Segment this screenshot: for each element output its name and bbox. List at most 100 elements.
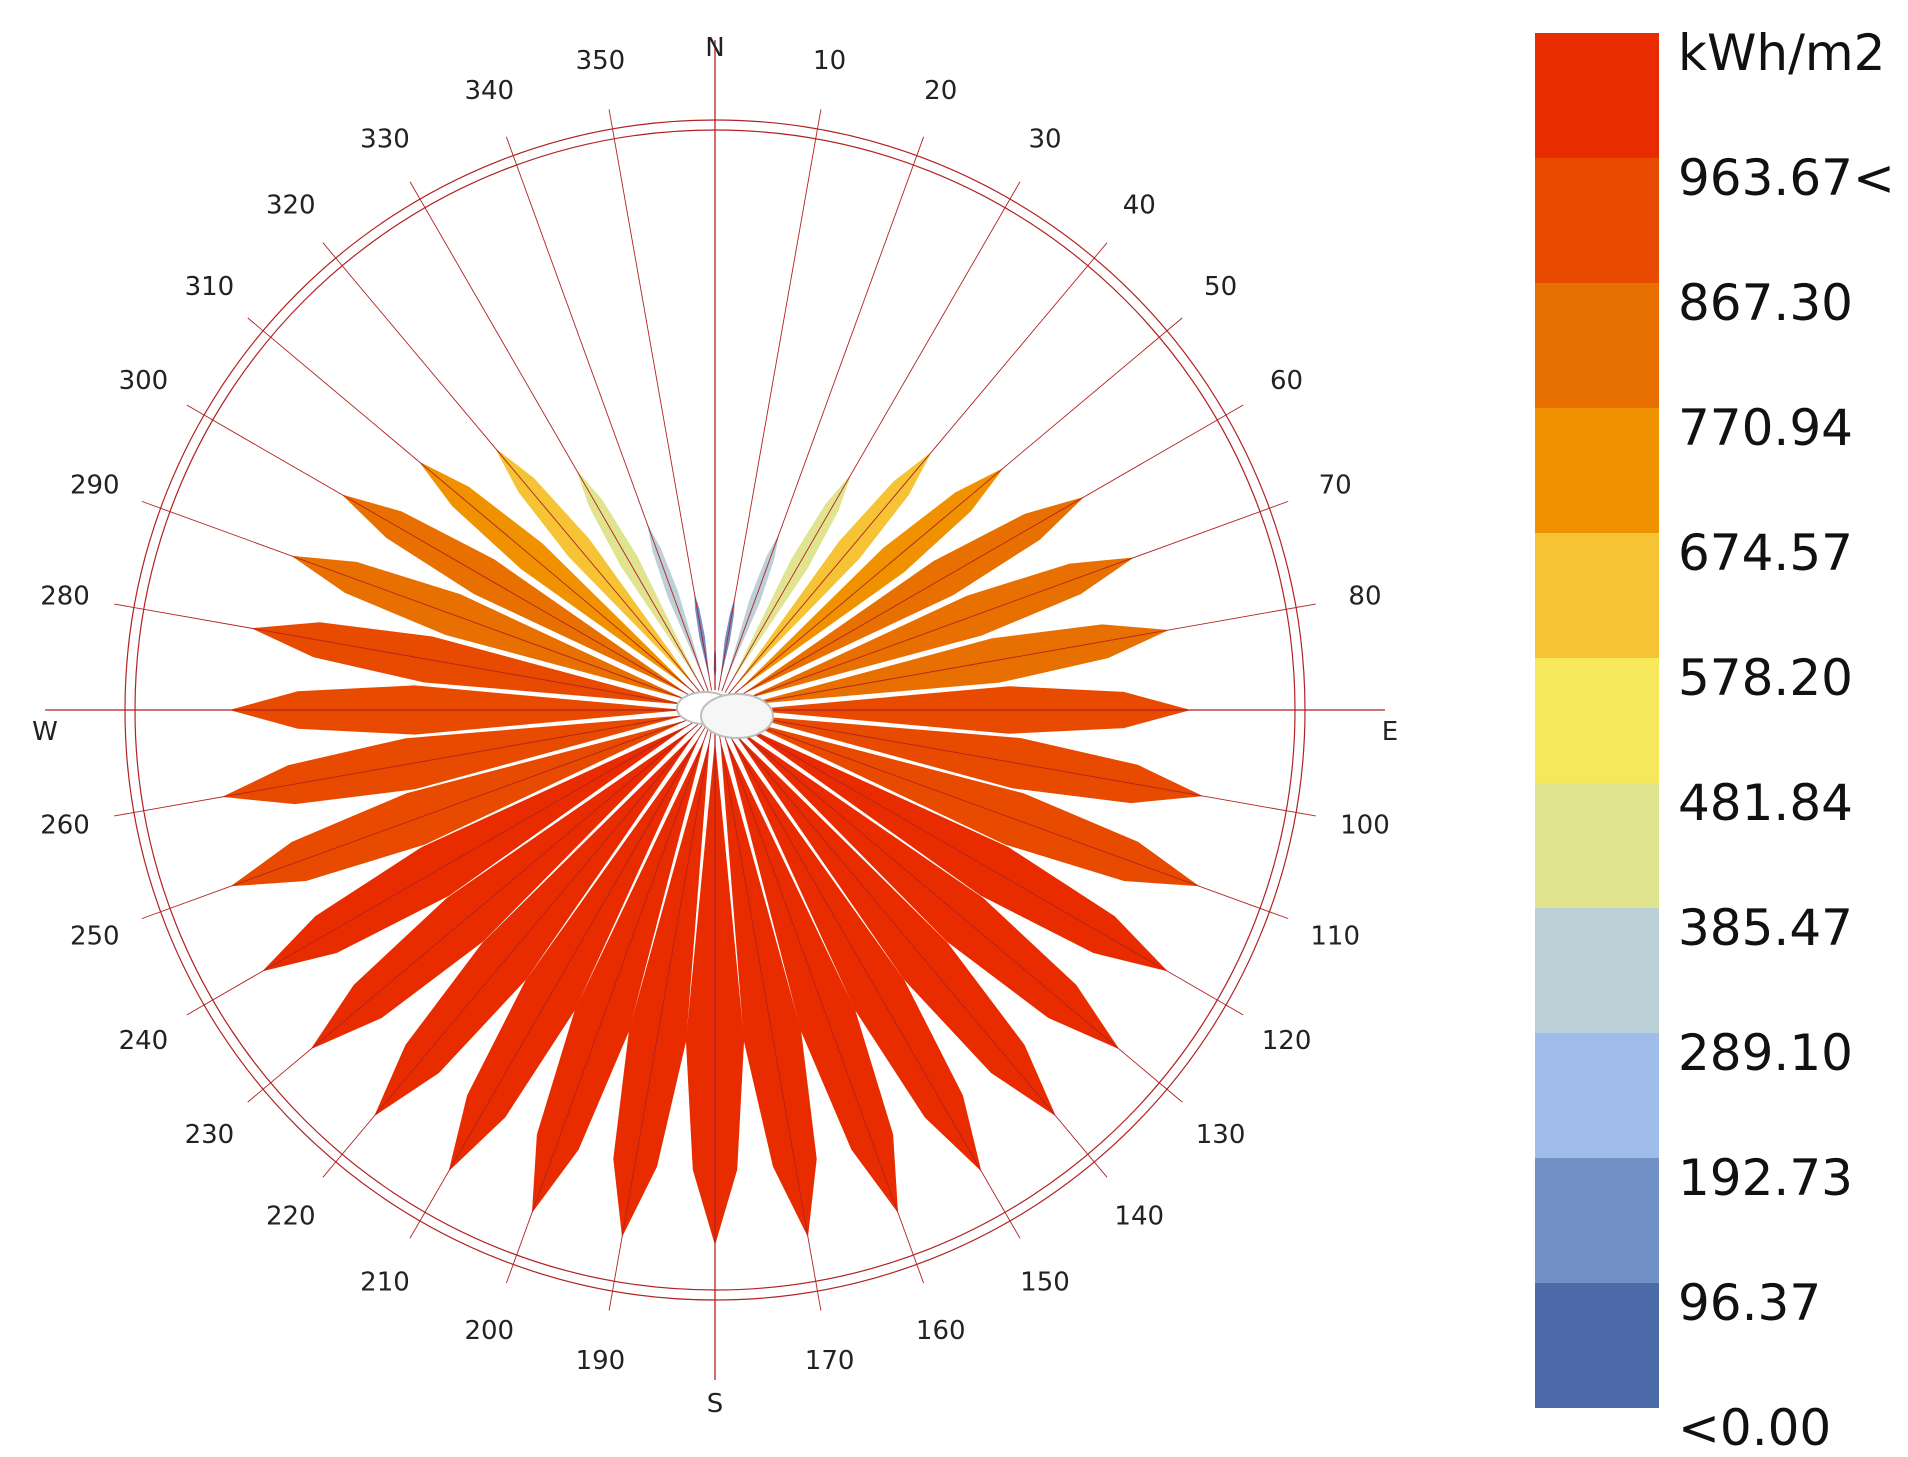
- cardinal-label-W: W: [32, 717, 58, 747]
- direction-line-10: [718, 109, 822, 691]
- legend-swatch: [1535, 908, 1659, 1033]
- cardinal-label-N: N: [705, 33, 724, 63]
- direction-line-310: [247, 317, 700, 698]
- direction-label-130: 130: [1196, 1120, 1246, 1150]
- direction-line-260: [114, 713, 696, 817]
- direction-label-210: 210: [360, 1268, 410, 1298]
- direction-label-40: 40: [1123, 190, 1156, 220]
- direction-line-300: [186, 404, 698, 701]
- direction-label-70: 70: [1319, 470, 1352, 500]
- direction-line-70: [733, 500, 1289, 704]
- direction-label-190: 190: [576, 1346, 626, 1376]
- legend-swatch: [1535, 158, 1659, 283]
- direction-line-290: [141, 500, 697, 704]
- direction-line-30: [724, 181, 1021, 693]
- petal-layer: [222, 447, 1204, 1246]
- direction-label-330: 330: [360, 124, 410, 154]
- direction-label-230: 230: [185, 1120, 235, 1150]
- direction-label-290: 290: [70, 470, 120, 500]
- direction-line-110: [733, 716, 1289, 920]
- direction-label-80: 80: [1348, 581, 1381, 611]
- rose-petal-260: [222, 715, 686, 805]
- cardinal-label-E: E: [1382, 717, 1398, 747]
- direction-line-160: [721, 728, 925, 1284]
- direction-line-230: [247, 722, 700, 1103]
- direction-line-280: [114, 603, 696, 707]
- legend-swatch: [1535, 658, 1659, 783]
- direction-label-150: 150: [1020, 1268, 1070, 1298]
- direction-label-160: 160: [916, 1316, 966, 1346]
- direction-label-310: 310: [185, 272, 235, 302]
- legend-swatch: [1535, 1033, 1659, 1158]
- legend-label: 674.57: [1678, 524, 1853, 582]
- legend-label: 578.20: [1678, 649, 1853, 707]
- direction-label-50: 50: [1204, 272, 1237, 302]
- legend-swatch: [1535, 533, 1659, 658]
- direction-label-120: 120: [1262, 1026, 1312, 1056]
- direction-label-60: 60: [1270, 366, 1303, 396]
- legend-swatch: [1535, 1283, 1659, 1408]
- legend-label: 963.67<: [1678, 149, 1895, 207]
- legend-label: 481.84: [1678, 774, 1853, 832]
- rose-petal-190: [613, 739, 710, 1238]
- direction-label-240: 240: [119, 1026, 169, 1056]
- direction-label-320: 320: [266, 190, 316, 220]
- legend-swatch: [1535, 283, 1659, 408]
- legend-label: <0.00: [1678, 1399, 1831, 1457]
- direction-line-40: [727, 242, 1108, 695]
- direction-label-220: 220: [266, 1202, 316, 1232]
- rose-petal-280: [251, 622, 686, 705]
- direction-line-330: [409, 181, 706, 693]
- center-hub-right: [700, 693, 774, 739]
- direction-line-140: [727, 725, 1108, 1178]
- direction-label-10: 10: [813, 46, 846, 76]
- direction-lines-layer: [45, 40, 1385, 1380]
- direction-line-320: [322, 242, 703, 695]
- direction-label-170: 170: [805, 1346, 855, 1376]
- direction-line-130: [730, 722, 1183, 1103]
- rose-petal-80: [744, 624, 1169, 705]
- legend-unit-label: kWh/m2: [1678, 24, 1885, 82]
- direction-line-170: [718, 729, 822, 1311]
- direction-label-30: 30: [1028, 124, 1061, 154]
- direction-label-250: 250: [70, 922, 120, 952]
- direction-line-250: [141, 716, 697, 920]
- direction-line-340: [505, 136, 709, 692]
- legend: kWh/m2 963.67< 867.30 770.94 674.57 578.20 481…: [1535, 24, 1895, 1457]
- direction-labels-layer: 10 20 30 40 50 60 70 80 100 110 120 130 140 150 160 170…: [32, 33, 1398, 1419]
- direction-label-110: 110: [1310, 922, 1360, 952]
- direction-line-190: [608, 729, 712, 1311]
- legend-label: 385.47: [1678, 899, 1853, 957]
- center-layer: [676, 691, 774, 739]
- legend-swatch: [1535, 1158, 1659, 1283]
- direction-line-50: [730, 317, 1183, 698]
- legend-label: 770.94: [1678, 399, 1853, 457]
- direction-label-140: 140: [1114, 1202, 1164, 1232]
- direction-label-200: 200: [464, 1316, 514, 1346]
- direction-label-260: 260: [40, 811, 90, 841]
- legend-swatch: [1535, 408, 1659, 533]
- direction-label-280: 280: [40, 581, 90, 611]
- direction-line-120: [732, 719, 1244, 1016]
- direction-label-340: 340: [464, 76, 514, 106]
- direction-line-220: [322, 725, 703, 1178]
- direction-line-20: [721, 136, 925, 692]
- rose-petal-100: [744, 715, 1204, 804]
- legend-label: 289.10: [1678, 1024, 1853, 1082]
- direction-line-240: [186, 719, 698, 1016]
- direction-label-20: 20: [924, 76, 957, 106]
- direction-label-100: 100: [1340, 811, 1390, 841]
- direction-line-200: [505, 728, 709, 1284]
- legend-swatch: [1535, 783, 1659, 908]
- direction-line-60: [732, 404, 1244, 701]
- legend-label: 192.73: [1678, 1149, 1853, 1207]
- cardinal-label-S: S: [707, 1389, 724, 1419]
- direction-line-210: [409, 727, 706, 1239]
- rose-petal-170: [720, 739, 817, 1238]
- direction-label-350: 350: [576, 46, 626, 76]
- legend-swatch: [1535, 33, 1659, 158]
- direction-line-150: [724, 727, 1021, 1239]
- direction-label-300: 300: [119, 366, 169, 396]
